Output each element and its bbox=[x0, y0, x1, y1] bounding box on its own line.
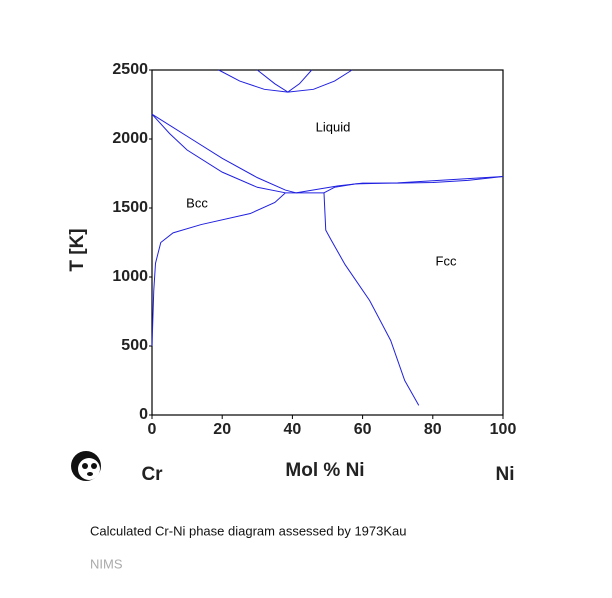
y-tick-label: 2000 bbox=[112, 130, 148, 147]
x-tick-label: 0 bbox=[148, 421, 157, 438]
y-tick-label: 2500 bbox=[112, 61, 148, 78]
x-tick-label: 20 bbox=[213, 421, 231, 438]
x-axis-label: Mol % Ni bbox=[285, 460, 364, 481]
y-tick-label: 500 bbox=[121, 337, 148, 354]
x-tick-label: 60 bbox=[354, 421, 372, 438]
y-axis-label: T [K] bbox=[67, 228, 88, 271]
left-element: Cr bbox=[141, 464, 163, 485]
right-element: Ni bbox=[496, 464, 515, 485]
phase-boundary bbox=[151, 192, 286, 347]
phase-boundary bbox=[151, 113, 286, 194]
phase-boundary bbox=[295, 176, 504, 194]
x-tick-label: 40 bbox=[284, 421, 302, 438]
x-tick-label: 80 bbox=[424, 421, 442, 438]
phase-boundary bbox=[256, 69, 313, 93]
y-tick-label: 0 bbox=[139, 406, 148, 423]
logo bbox=[71, 451, 101, 481]
phase-boundary bbox=[323, 176, 504, 194]
caption: Calculated Cr-Ni phase diagram assessed … bbox=[90, 523, 407, 538]
phase-boundary bbox=[151, 113, 297, 194]
phase-boundary bbox=[323, 192, 420, 406]
phase-boundary bbox=[218, 69, 353, 93]
phase-label: Fcc bbox=[436, 253, 457, 268]
phase-label: Bcc bbox=[186, 195, 208, 210]
plot-frame bbox=[151, 69, 504, 416]
y-tick-label: 1000 bbox=[112, 268, 148, 285]
x-tick-label: 100 bbox=[490, 421, 517, 438]
y-tick-label: 1500 bbox=[112, 199, 148, 216]
phase-label: Liquid bbox=[316, 119, 351, 134]
source: NIMS bbox=[90, 556, 123, 571]
